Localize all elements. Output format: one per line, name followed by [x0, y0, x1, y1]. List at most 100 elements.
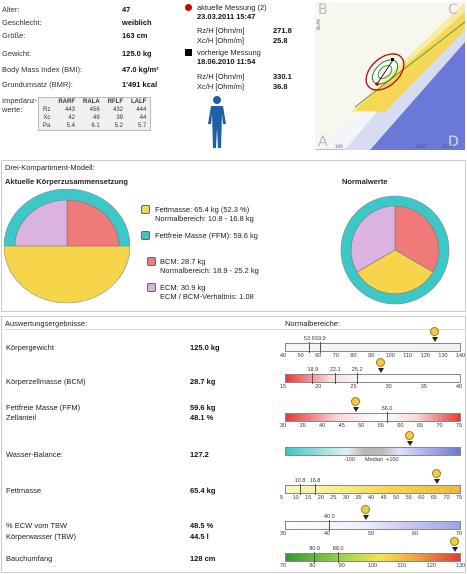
tbw-label: Körperwasser (TBW): [6, 532, 77, 541]
ecw-tick-label: 70: [456, 531, 463, 537]
impedance-col-head: RFLF: [107, 99, 124, 105]
current-xc-value: 25.8: [273, 36, 288, 45]
age-row: Alter: 47: [2, 5, 130, 14]
wasser-value-smiley-icon: [405, 431, 415, 440]
bcm-scale: [285, 374, 461, 383]
previous-measurement-date: 18.06.2010 11:54: [197, 57, 256, 66]
results-divider: [3, 329, 465, 330]
gewicht-tick-label: 110: [403, 353, 412, 359]
ffm-tick-label: 70: [436, 423, 443, 429]
fett-tick-label: 60: [418, 495, 425, 501]
gewicht-range-mark-label: 59.9: [315, 336, 326, 342]
bauch-tick-label: 130: [456, 563, 466, 569]
impedance-cell: 44: [139, 115, 147, 121]
bauch-tick-label: 90: [338, 563, 345, 569]
ffm-value-smiley-icon: [350, 397, 360, 406]
ffm-value-marker-icon: [352, 407, 359, 412]
compartment-section-title: Drei-Kompartiment-Modell:: [5, 163, 95, 172]
fett-scale: [285, 485, 461, 494]
fett-tick-label: 15: [305, 495, 312, 501]
bcm-label: Körperzellmasse (BCM): [6, 377, 86, 386]
ffm-tick-label: 60: [397, 423, 404, 429]
impedance-col-head: RARF: [58, 99, 76, 105]
ecw-value: 48.5 %: [190, 521, 214, 530]
fett-range-mark-line: [314, 484, 316, 495]
normal-ranges-title: Normalbereiche:: [285, 319, 341, 328]
ffm-swatch: [141, 231, 150, 240]
gewicht-range-mark-line: [308, 342, 310, 353]
fett-tick-label: 45: [380, 495, 387, 501]
bauch-tick-label: 80: [309, 563, 316, 569]
ffm-tick-label: 35: [299, 423, 306, 429]
bauch-tick-label: 100: [368, 563, 378, 569]
impedance-cell: Rz: [43, 107, 51, 113]
gewicht-tick-label: 140: [456, 353, 466, 359]
ecw-value-smiley-icon: [361, 505, 371, 514]
impedance-row: Rz 443 456 432 444: [39, 106, 151, 114]
impedance-row: Pa 5.4 6.1 5.2 5.7: [39, 122, 151, 131]
zellanteil-label: Zellanteil: [6, 413, 37, 422]
current-rz-label: Rz/H [Ohm/m]: [197, 26, 245, 35]
ffm-tick-label: 40: [319, 423, 326, 429]
koerpergewicht-value: 125.0 kg: [190, 343, 220, 352]
previous-rz-label: Rz/H [Ohm/m]: [197, 72, 245, 81]
bcm-tick-label: 35: [420, 384, 427, 390]
gewicht-range-mark-label: 53.6: [303, 336, 315, 342]
ecw-scale: [285, 521, 461, 530]
previous-xc-value: 36.8: [273, 82, 288, 91]
ffm-tick-label: 55: [377, 423, 384, 429]
gewicht-tick-label: 80: [350, 353, 357, 359]
fett-value-marker-icon: [433, 479, 440, 484]
rxc-x-max-label: 1000: [415, 144, 426, 149]
bcm-tick-label: 25: [350, 384, 357, 390]
quadrant-c-label: C: [448, 2, 458, 18]
ffm-scale: [285, 413, 461, 422]
wasser-tick-label: +100: [386, 457, 399, 463]
ffm-tick-label: 45: [338, 423, 345, 429]
impedance-cell: 5.7: [138, 123, 147, 129]
impedance-label: Impedanz- werte:: [2, 96, 38, 114]
fett-tick-label: 20: [317, 495, 324, 501]
ecm-slice: [14, 199, 68, 247]
bcm-range-mark-line: [356, 373, 358, 384]
fett-tick-label: 75: [456, 495, 463, 501]
ffm-value: 59.6 kg: [190, 403, 216, 412]
current-xc-label: Xc/H [Ohm/m]: [197, 36, 245, 45]
impedance-col-head: RALA: [83, 99, 100, 105]
wasser-scale: [285, 447, 461, 456]
ffm-label: Fettfreie Masse (FFM): [6, 403, 81, 412]
bcm-range-mark-line: [312, 373, 314, 384]
ecm-legend-line1: ECM: 30.9 kg: [160, 283, 206, 292]
rxc-graph: B C A D Xc/H Rz/H 100 1000: [315, 2, 465, 150]
fett-tick-label: 30: [342, 495, 349, 501]
fett-slice: [4, 245, 130, 304]
fett-tick-label: 55: [405, 495, 412, 501]
gewicht-tick-label: 50: [297, 353, 304, 359]
gewicht-value-marker-icon: [431, 337, 438, 342]
fett-tick-label: 50: [393, 495, 400, 501]
ffm-range-mark-line: [386, 412, 388, 423]
results-title: Auswertungsergebnisse:: [5, 319, 88, 328]
bauch-tick-label: 110: [397, 563, 407, 569]
impedance-cell: 444: [136, 107, 147, 113]
gewicht-tick-label: 120: [420, 353, 430, 359]
bcm-value-smiley-icon: [376, 358, 386, 367]
bcm-range-mark-label: 22.1: [329, 367, 341, 373]
impedance-cell: 39: [116, 115, 124, 121]
current-measurement-icon: [185, 4, 192, 11]
compartment-panel: Drei-Kompartiment-Modell: Aktuelle Körpe…: [1, 160, 466, 312]
bauch-range-mark-line: [337, 552, 339, 563]
weight-label: Gewicht:: [2, 49, 32, 58]
bcm-legend-line2: Normalbereich: 18.9 - 25.2 kg: [160, 266, 259, 275]
fett-range-mark-label: 16.8: [309, 478, 321, 484]
impedance-cell: 42: [68, 115, 76, 121]
ffm-legend-line: Fettfreie Masse (FFM): 59.6 kg: [155, 231, 258, 240]
ecm-swatch: [147, 283, 156, 292]
current-composition-title: Aktuelle Körperzusammensetzung: [5, 177, 128, 186]
current-measurement-date: 23.03.2011 15:47: [197, 12, 256, 21]
bmr-row: Grundumsatz (BMR): 1'491 kcal: [2, 80, 157, 89]
weight-value: 125.0 kg: [122, 49, 152, 58]
bauch-range-mark-line: [314, 552, 316, 563]
ffm-tick-label: 50: [358, 423, 365, 429]
impedance-cell: 6.1: [91, 123, 100, 129]
